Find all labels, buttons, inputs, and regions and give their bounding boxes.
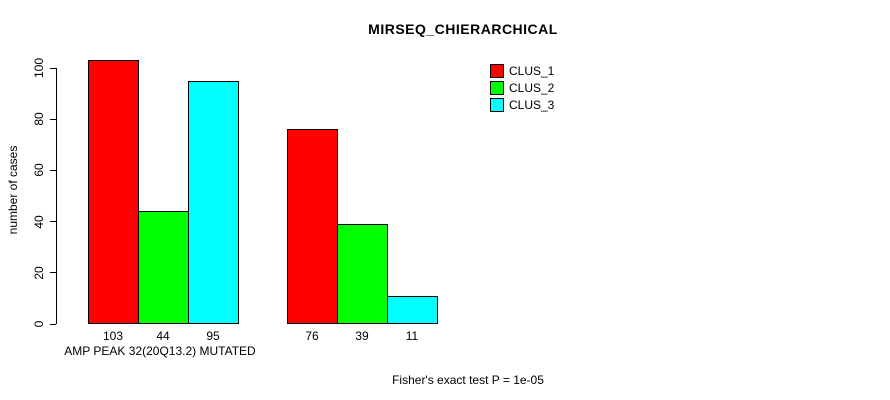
legend-row: CLUS_3	[490, 96, 554, 113]
bar-value-label: 103	[102, 329, 124, 343]
y-tick-label: 20	[32, 266, 46, 280]
y-axis-line	[56, 68, 57, 324]
y-tick-label: 100	[32, 57, 46, 79]
chart-title: MIRSEQ_CHIERARCHICAL	[368, 21, 558, 37]
legend-swatch-clus_3	[490, 97, 504, 112]
legend-label: CLUS_1	[509, 63, 555, 78]
x-axis-label: AMP PEAK 32(20Q13.2) MUTATED	[64, 344, 256, 358]
legend-label: CLUS_3	[509, 97, 555, 112]
y-tick-mark	[50, 221, 56, 223]
y-tick-label: 60	[32, 163, 46, 178]
bar-value-label: 44	[156, 329, 170, 343]
bar-clus_1-group1	[88, 60, 139, 324]
y-tick-mark	[50, 67, 56, 69]
y-axis-label: number of cases	[6, 145, 20, 235]
y-tick-label: 80	[32, 112, 46, 126]
bar-value-label: 95	[206, 329, 220, 343]
legend-swatch-clus_2	[490, 80, 504, 95]
bar-value-label: 76	[305, 329, 319, 343]
bar-value-label: 11	[405, 329, 419, 343]
legend: CLUS_1 CLUS_2 CLUS_3	[490, 62, 554, 113]
y-tick-mark	[50, 169, 56, 171]
bar-clus_2-group2	[337, 224, 388, 324]
bar-clus_1-group2	[287, 129, 338, 324]
y-tick-mark	[50, 118, 56, 120]
bar-clus_3-group1	[188, 81, 239, 324]
bar-value-label: 39	[355, 329, 369, 343]
legend-row: CLUS_2	[490, 79, 554, 96]
bar-clus_3-group2	[387, 296, 438, 324]
y-tick-mark	[50, 323, 56, 325]
legend-label: CLUS_2	[509, 80, 555, 95]
pvalue-annotation: Fisher's exact test P = 1e-05	[392, 373, 544, 387]
y-tick-label: 40	[32, 214, 46, 229]
legend-swatch-clus_1	[490, 63, 504, 78]
bar-clus_2-group1	[138, 211, 189, 324]
y-tick-mark	[50, 272, 56, 274]
y-tick-label: 0	[32, 320, 46, 328]
legend-row: CLUS_1	[490, 62, 554, 79]
